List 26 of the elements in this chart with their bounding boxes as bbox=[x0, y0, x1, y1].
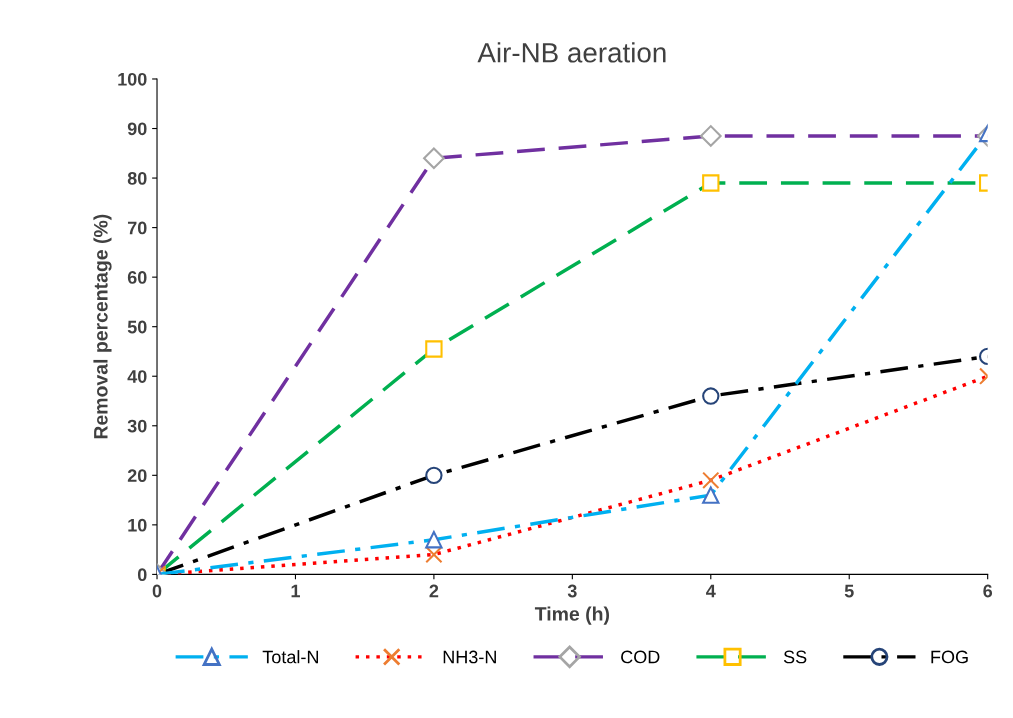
x-axis-title: Time (h) bbox=[534, 606, 610, 625]
legend-label: NH3-N bbox=[443, 650, 496, 664]
y-tick-label: 50 bbox=[127, 320, 147, 334]
x-tick-label: 5 bbox=[844, 584, 854, 598]
y-tick-label: 70 bbox=[127, 221, 147, 235]
x-tick-label: 0 bbox=[152, 584, 162, 598]
y-tick-label: 100 bbox=[118, 72, 147, 86]
x-tick-label: 4 bbox=[706, 584, 716, 598]
legend-label: FOG bbox=[931, 650, 968, 664]
y-tick-label: 90 bbox=[127, 122, 147, 136]
legend-label: SS bbox=[783, 650, 807, 664]
y-tick-label: 30 bbox=[127, 419, 147, 433]
x-tick-label: 6 bbox=[983, 584, 993, 598]
y-tick-label: 20 bbox=[127, 469, 147, 483]
legend-label: COD bbox=[621, 650, 660, 664]
chart-title: Air-NB aeration bbox=[477, 42, 666, 63]
x-tick-label: 2 bbox=[429, 584, 439, 598]
y-tick-label: 0 bbox=[137, 568, 147, 582]
y-tick-label: 40 bbox=[127, 370, 147, 383]
x-tick-label: 1 bbox=[291, 584, 300, 598]
x-tick-label: 3 bbox=[567, 584, 577, 598]
y-tick-label: 10 bbox=[128, 518, 147, 532]
y-tick-label: 60 bbox=[127, 271, 147, 284]
y-tick-label: 80 bbox=[127, 172, 147, 185]
legend-label: Total-N bbox=[262, 650, 318, 664]
y-axis-title: Removal percentage (%) bbox=[93, 214, 112, 439]
